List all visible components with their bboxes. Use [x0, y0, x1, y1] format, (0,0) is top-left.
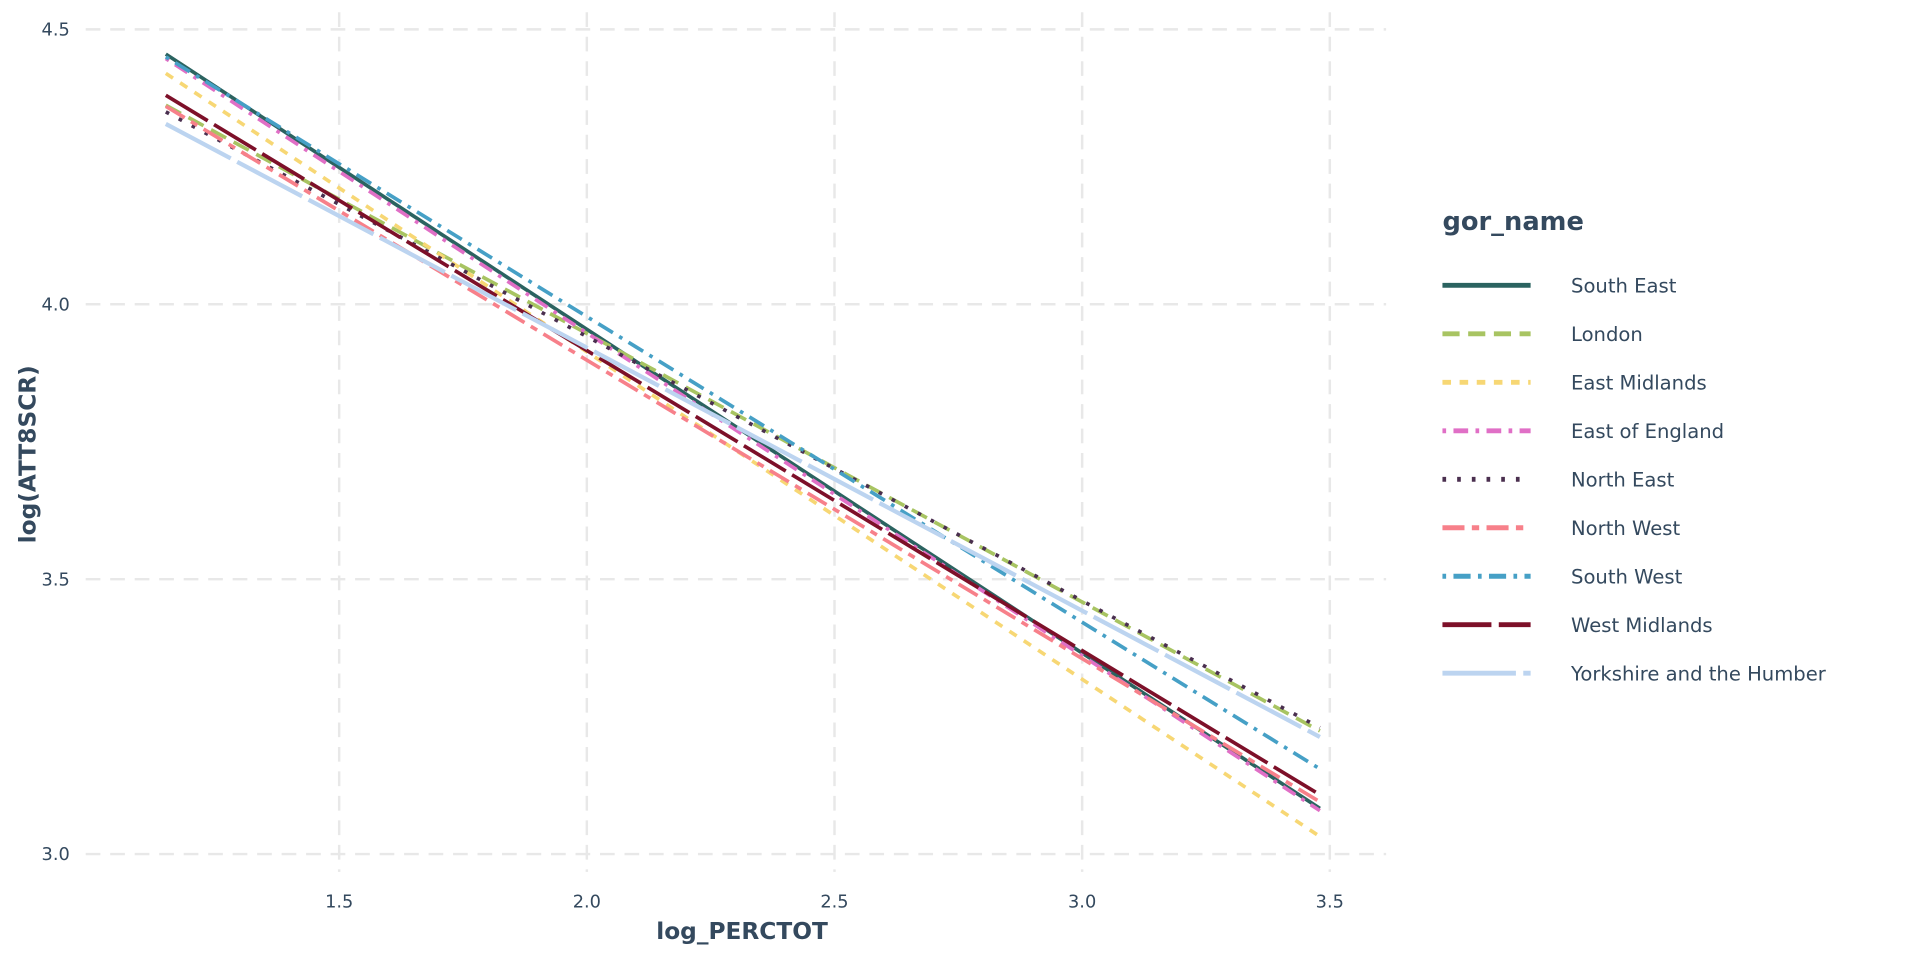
series-line-south-west [164, 55, 1321, 771]
series-lines [164, 52, 1321, 839]
x-tick-label: 3.0 [1068, 892, 1096, 912]
y-tick-label: 3.0 [42, 845, 70, 865]
legend-label: London [1571, 323, 1643, 346]
x-axis-ticks: 1.5 2.0 2.5 3.0 3.5 [325, 892, 1344, 912]
legend-label: West Midlands [1571, 614, 1713, 637]
grid [85, 12, 1387, 872]
y-tick-label: 3.5 [42, 570, 70, 590]
legend-label: East of England [1571, 420, 1724, 443]
legend-label: North East [1571, 469, 1675, 492]
y-axis-ticks: 3.0 3.5 4.0 4.5 [42, 21, 70, 866]
x-axis-title: log_PERCTOT [656, 918, 828, 945]
series-line-north-east [164, 110, 1321, 730]
y-tick-label: 4.5 [42, 21, 70, 41]
y-tick-label: 4.0 [42, 295, 70, 315]
series-line-west-midlands [164, 93, 1321, 797]
x-tick-label: 2.5 [820, 892, 848, 912]
series-line-north-west [164, 104, 1321, 804]
legend-label: East Midlands [1571, 372, 1707, 395]
legend-label: South West [1571, 566, 1683, 589]
x-tick-label: 3.5 [1316, 892, 1344, 912]
legend: gor_name South East London East Midlands Ea… [1442, 207, 1826, 685]
legend-label: South East [1571, 275, 1677, 298]
series-line-yorkshire-and-the-humber [164, 122, 1321, 739]
x-tick-label: 2.0 [573, 892, 601, 912]
x-tick-label: 1.5 [325, 892, 353, 912]
legend-label: North West [1571, 517, 1680, 540]
y-axis-title: log(ATT8SCR) [15, 365, 42, 543]
legend-title: gor_name [1442, 207, 1583, 237]
legend-label: Yorkshire and the Humber [1570, 663, 1827, 686]
